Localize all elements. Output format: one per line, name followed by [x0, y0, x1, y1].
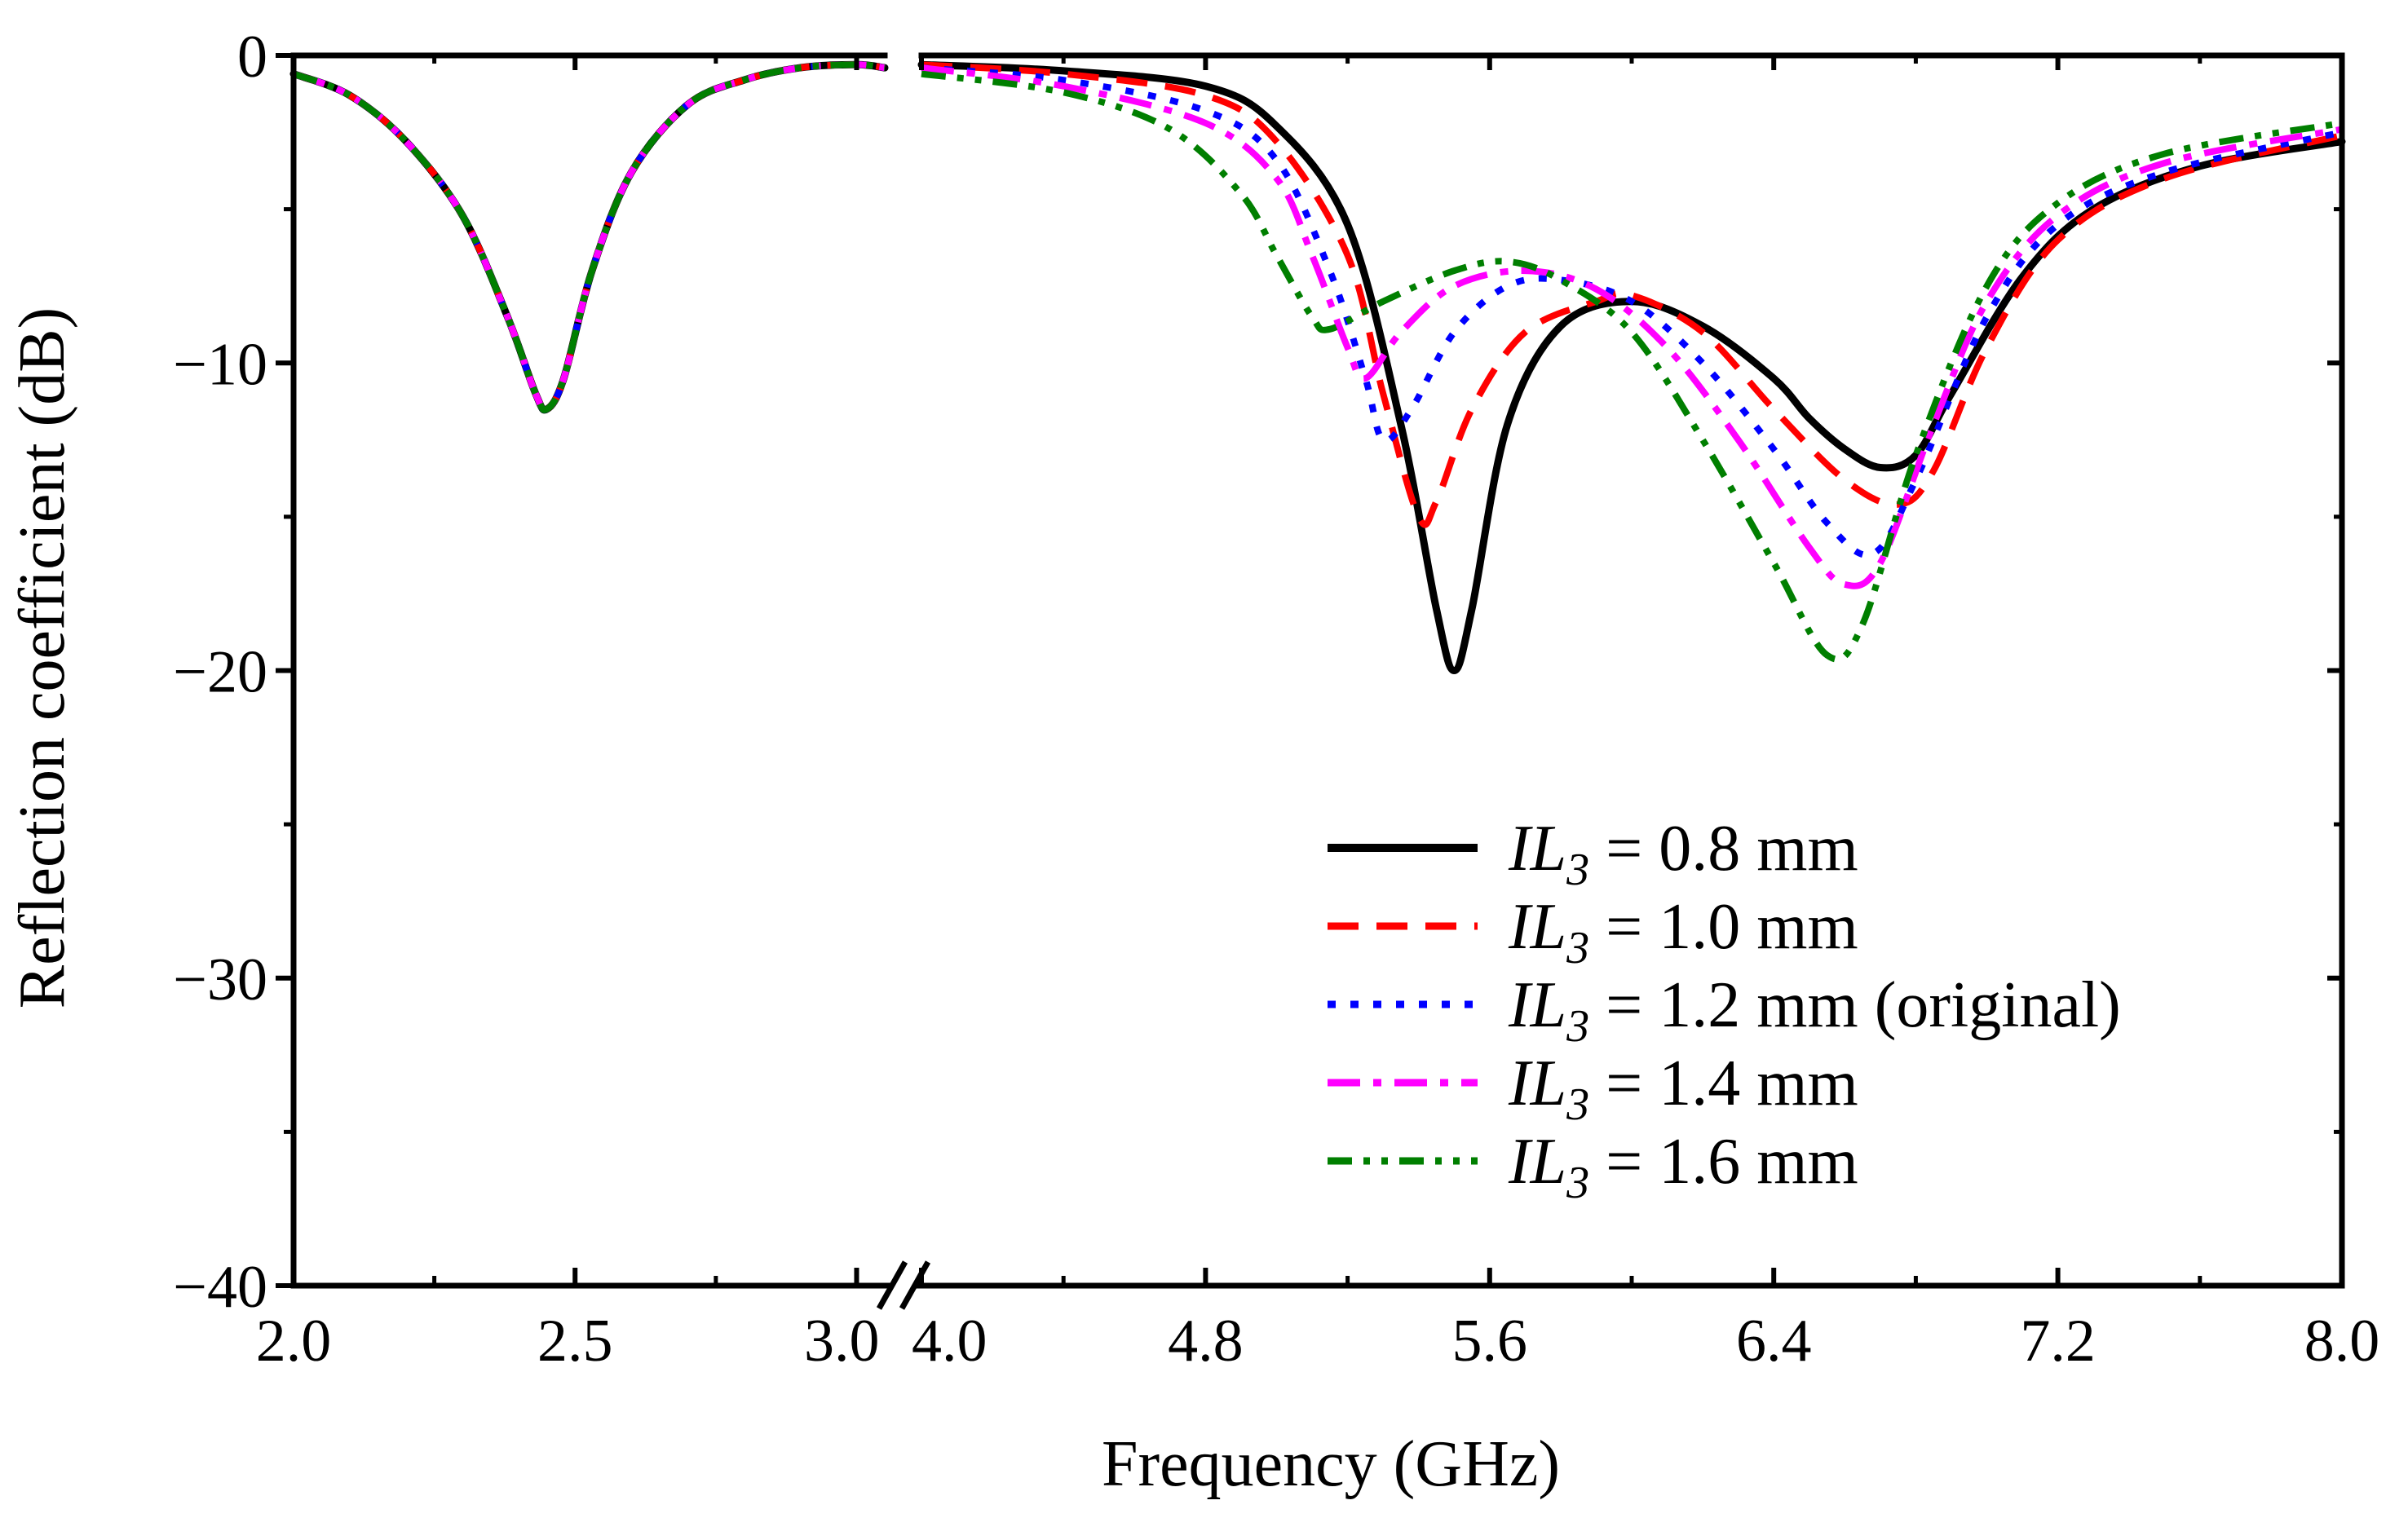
y-tick-label: −40	[173, 1254, 267, 1321]
y-tick-label: −10	[173, 331, 267, 398]
x-tick-label: 2.5	[537, 1308, 613, 1375]
x-axis-title: Frequency (GHz)	[1102, 1428, 1560, 1500]
y-tick-label: −30	[173, 947, 267, 1013]
legend-label-2: IL3 = 1.0 mm	[1508, 891, 1858, 973]
legend-label-4: IL3 = 1.4 mm	[1508, 1048, 1858, 1130]
x-tick-label: 4.8	[1168, 1308, 1244, 1375]
x-tick-label: 3.0	[804, 1308, 880, 1375]
series-line-2-high	[921, 61, 2343, 528]
legend-label-1: IL3 = 0.8 mm	[1508, 813, 1858, 895]
series-line-5-low	[292, 61, 886, 413]
x-tick-label: 4.0	[912, 1308, 988, 1375]
axis-break-mark-1	[876, 1260, 908, 1310]
x-tick-label: 2.0	[256, 1308, 332, 1375]
y-tick-label: −20	[173, 639, 267, 706]
legend-label-5: IL3 = 1.6 mm	[1508, 1126, 1858, 1208]
x-tick-label: 7.2	[2020, 1308, 2096, 1375]
axes-layer	[276, 52, 2345, 1310]
y-tick-label: 0	[237, 24, 267, 90]
tick-label-layer: 0 −10 −20 −30 −402.0 2.5 3.0 4.0 4.8 5.6 6.4 7.2 8.0	[173, 24, 2379, 1375]
series-line-4-low	[292, 61, 886, 413]
x-tick-label: 8.0	[2304, 1308, 2380, 1375]
y-axis-title: Reflection coefficient (dB)	[7, 307, 78, 1008]
legend-label-3: IL3 = 1.2 mm (original)	[1508, 969, 2121, 1052]
series-line-4-high	[921, 64, 2343, 589]
x-tick-label: 5.6	[1452, 1308, 1528, 1375]
series-line-1-high	[917, 60, 2346, 674]
series-layer	[289, 60, 2346, 674]
series-line-5-high	[921, 70, 2343, 663]
x-tick-label: 6.4	[1736, 1308, 1812, 1375]
